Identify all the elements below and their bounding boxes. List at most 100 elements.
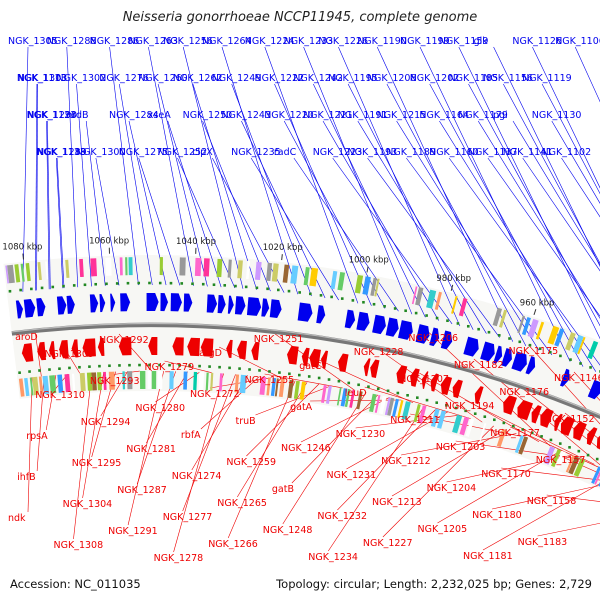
- reverse-tick-dot: [474, 412, 477, 415]
- forward-tick-dot: [498, 334, 501, 337]
- forward-gene-label: NGK_1123: [27, 110, 77, 121]
- forward-gene-label: xseA: [148, 110, 171, 121]
- reverse-tick-dot: [318, 377, 321, 380]
- reverse-gene-label: NGK_1293: [90, 376, 140, 387]
- reverse-tick-dot: [128, 364, 131, 367]
- reverse-gene-label: NGK_1182: [454, 360, 504, 371]
- reverse-gene-label: gatB: [272, 484, 294, 495]
- reverse-gene-label: NGK_1157: [536, 455, 586, 466]
- reverse-cog-strip-segment: [157, 371, 162, 389]
- forward-gene-label: NGK_1106: [555, 36, 600, 47]
- forward-tick-dot: [105, 282, 108, 285]
- forward-gene-label: pgi: [493, 110, 508, 121]
- forward-tick-dot: [41, 287, 44, 290]
- forward-tick-dot: [518, 341, 521, 344]
- forward-tick-dot: [488, 331, 491, 334]
- kbp-tick-label: 980 kbp: [436, 274, 471, 284]
- genome-summary-text: Topology: circular; Length: 2,232,025 bp…: [276, 577, 592, 591]
- reverse-tick-dot: [397, 392, 400, 395]
- reverse-gene-label: NGK_1205: [418, 524, 468, 535]
- forward-tick-dot: [202, 283, 205, 286]
- reverse-cog-strip-segment: [169, 371, 173, 389]
- reverse-tick-dot: [98, 365, 101, 368]
- forward-tick-dot: [148, 282, 151, 285]
- reverse-tick-dot: [568, 446, 571, 449]
- kbp-tick-mark: [451, 285, 452, 291]
- reverse-gene-label: NGK_1180: [472, 510, 522, 521]
- reverse-gene-label: NGK_1204: [427, 483, 477, 494]
- forward-tick-dot: [330, 296, 333, 299]
- forward-tick-dot: [180, 282, 183, 285]
- forward-tick-dot: [256, 287, 259, 290]
- forward-tick-dot: [266, 288, 269, 291]
- reverse-cog-strip-segment: [140, 371, 145, 389]
- forward-cog-strip-segment: [105, 258, 111, 276]
- reverse-gene-label: NGK_1176: [499, 387, 549, 398]
- forward-tick-dot: [446, 319, 449, 322]
- reverse-gene-label: NGK_1277: [163, 512, 213, 523]
- reverse-gene-label: NGK_1304: [63, 499, 113, 510]
- reverse-tick-dot: [78, 366, 81, 369]
- reverse-gene-label: ihfB: [17, 472, 36, 483]
- kbp-tick-label: 1080 kbp: [2, 243, 42, 253]
- reverse-gene-label: NGK_1152: [545, 414, 595, 425]
- forward-cog-strip-segment: [90, 258, 97, 276]
- forward-tick-dot: [320, 294, 323, 297]
- forward-cog-strip-segment: [195, 258, 202, 276]
- reverse-gene-label: NGK_1292: [99, 335, 149, 346]
- forward-tick-dot: [84, 283, 87, 286]
- reverse-tick-dot: [48, 368, 51, 371]
- reverse-tick-dot: [377, 387, 380, 390]
- forward-cog-strip-segment: [125, 257, 127, 275]
- reverse-tick-dot: [308, 375, 311, 378]
- kbp-tick-label: 1020 kbp: [263, 243, 303, 253]
- reverse-gene-label: NGK_1272: [190, 389, 240, 400]
- forward-tick-dot: [559, 355, 562, 358]
- reverse-tick-dot: [578, 450, 581, 453]
- reverse-cog-strip-segment: [183, 372, 187, 390]
- reverse-tick-dot: [18, 371, 21, 374]
- reverse-tick-dot: [357, 383, 360, 386]
- reverse-gene-label: gatA: [290, 402, 313, 413]
- forward-gene-label: NGK_1119: [522, 73, 572, 84]
- forward-tick-dot: [436, 317, 439, 320]
- reverse-tick-dot: [426, 399, 429, 402]
- kbp-tick-mark: [534, 309, 536, 315]
- forward-gene-label: clpX: [192, 147, 213, 158]
- reverse-gene-label: NGK_1266: [208, 539, 258, 550]
- reverse-gene-label: NGK_1265: [217, 498, 267, 509]
- reverse-gene-label: leuD: [345, 388, 367, 399]
- reverse-tick-dot: [38, 369, 41, 372]
- reverse-gene-label: NGK_1294: [81, 417, 131, 428]
- reverse-tick-dot: [68, 367, 71, 370]
- reverse-gene-label: NGK_1158: [527, 496, 577, 507]
- forward-tick-dot: [94, 283, 97, 286]
- kbp-tick-label: 1000 kbp: [349, 256, 389, 266]
- reverse-gene-label: NGK_1287: [117, 485, 167, 496]
- forward-tick-dot: [404, 309, 407, 312]
- reverse-gene-label: NGK_1248: [263, 525, 313, 536]
- reverse-tick-dot: [88, 365, 91, 368]
- reverse-gene-label: ndk: [8, 513, 26, 524]
- forward-tick-dot: [477, 328, 480, 331]
- forward-tick-dot: [373, 303, 376, 306]
- forward-tick-dot: [341, 297, 344, 300]
- forward-tick-dot: [362, 301, 365, 304]
- forward-cog-strip-segment: [203, 258, 209, 276]
- forward-gene-label: glk: [474, 36, 489, 47]
- reverse-tick-dot: [416, 396, 419, 399]
- forward-gene-label: NGK_1113: [17, 73, 67, 84]
- reverse-tick-dot: [198, 365, 201, 368]
- forward-tick-dot: [51, 286, 54, 289]
- forward-cog-strip-segment: [160, 257, 163, 275]
- forward-gene-label: radC: [274, 147, 297, 158]
- forward-cog-strip-segment: [120, 257, 123, 275]
- reverse-leader-line: [538, 507, 600, 536]
- forward-tick-dot: [137, 282, 140, 285]
- forward-tick-dot: [127, 282, 130, 285]
- reverse-gene-label: NGK_1281: [126, 444, 176, 455]
- forward-tick-dot: [457, 322, 460, 325]
- reverse-gene-label: NGK_1206: [408, 333, 458, 344]
- reverse-gene-label: NGK_1279: [145, 362, 195, 373]
